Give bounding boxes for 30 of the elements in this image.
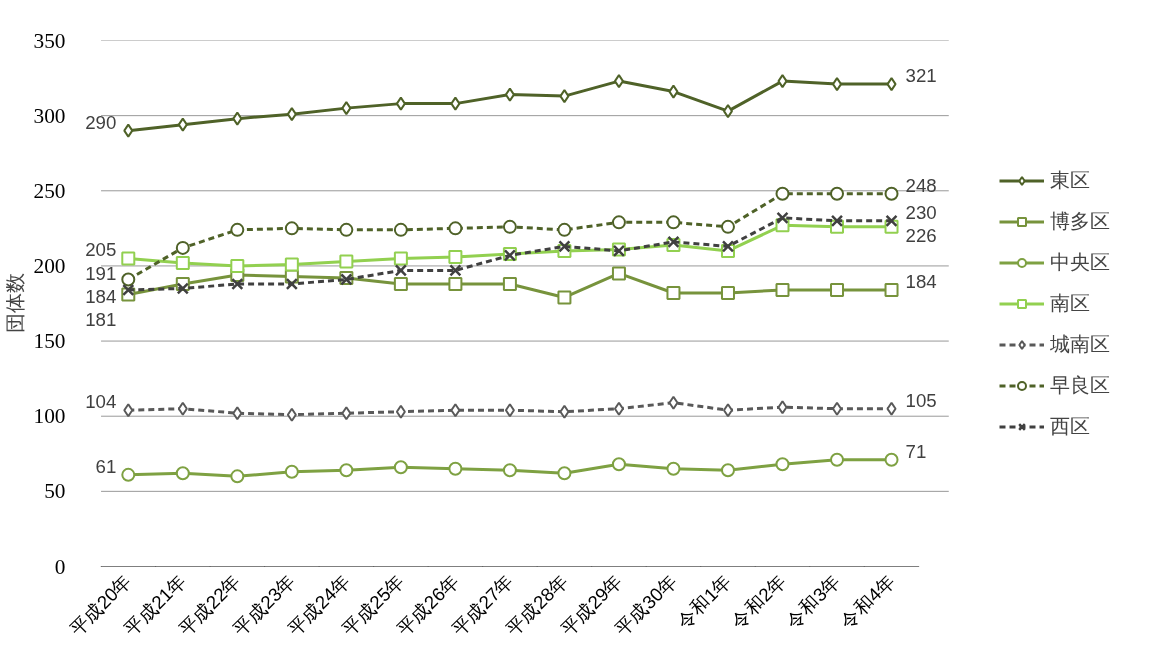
data-label: 104 bbox=[85, 391, 117, 413]
data-label: 290 bbox=[85, 111, 117, 133]
data-label: 105 bbox=[905, 389, 937, 411]
legend-label: 早良区 bbox=[1050, 372, 1110, 398]
y-tick-label: 50 bbox=[44, 479, 66, 504]
legend-label: 中央区 bbox=[1050, 249, 1110, 275]
data-label: 181 bbox=[85, 308, 117, 330]
data-label: 61 bbox=[95, 455, 117, 477]
data-label: 226 bbox=[905, 225, 937, 247]
legend-label: 城南区 bbox=[1050, 331, 1110, 357]
legend-label: 南区 bbox=[1050, 290, 1090, 316]
y-tick-label: 200 bbox=[33, 253, 66, 278]
data-label: 321 bbox=[905, 65, 937, 87]
y-tick-label: 300 bbox=[33, 103, 66, 128]
data-label: 248 bbox=[905, 174, 937, 196]
y-tick-label: 350 bbox=[33, 28, 66, 53]
y-tick-label: 150 bbox=[33, 329, 66, 354]
legend-label: 西区 bbox=[1050, 413, 1090, 439]
data-label: 184 bbox=[85, 285, 117, 307]
data-label: 230 bbox=[905, 201, 937, 223]
y-tick-label: 250 bbox=[33, 178, 66, 203]
data-label: 205 bbox=[85, 239, 117, 261]
data-label: 184 bbox=[905, 271, 937, 293]
y-tick-label: 100 bbox=[33, 404, 66, 429]
y-axis-title: 団体数 bbox=[3, 273, 26, 334]
legend-label: 東区 bbox=[1050, 167, 1090, 193]
y-tick-label: 0 bbox=[54, 554, 66, 579]
legend-label: 博多区 bbox=[1050, 208, 1110, 234]
data-label: 71 bbox=[905, 440, 927, 462]
data-label: 191 bbox=[85, 262, 117, 284]
